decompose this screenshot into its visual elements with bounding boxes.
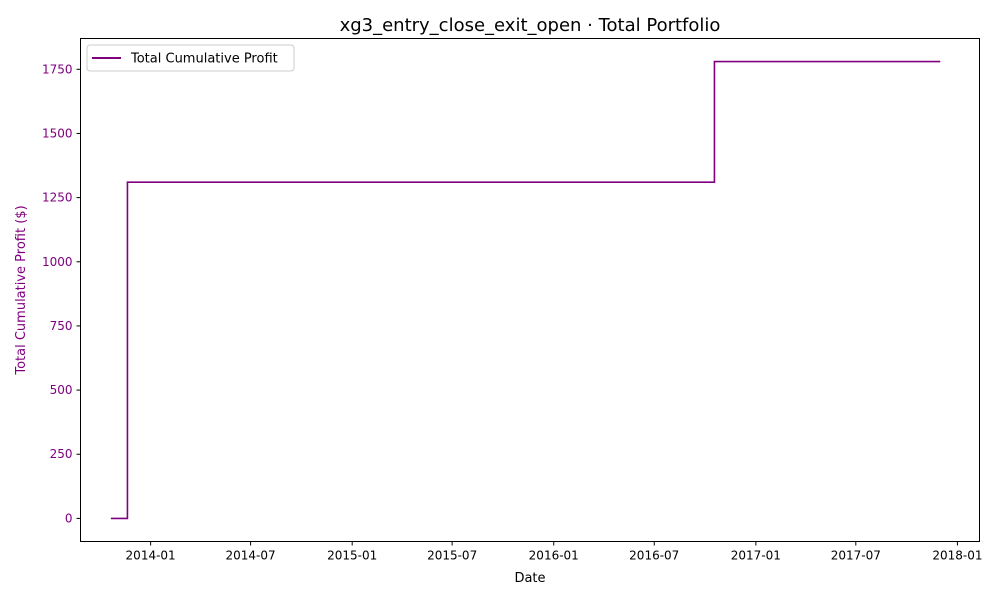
tick-group: 2014-01 2014-07 2015-01 2015-07 2016-01 2016-… bbox=[42, 62, 983, 562]
plot-frame bbox=[80, 38, 980, 542]
legend-box bbox=[86, 44, 295, 72]
series-group bbox=[110, 60, 941, 520]
y-tick-label: 500 bbox=[50, 383, 73, 397]
y-tick-label: 0 bbox=[65, 511, 73, 525]
x-tick-label: 2015-01 bbox=[327, 549, 377, 563]
y-tick-label: 250 bbox=[50, 447, 73, 461]
x-tick-label: 2015-07 bbox=[427, 549, 477, 563]
x-tick-label: 2016-01 bbox=[529, 549, 579, 563]
series-line bbox=[110, 60, 941, 520]
x-tick-label: 2017-01 bbox=[731, 549, 781, 563]
y-tick-label: 1500 bbox=[42, 126, 73, 140]
chart-title: xg3_entry_close_exit_open · Total Portfo… bbox=[340, 15, 721, 36]
y-axis-title: Total Cumulative Profit ($) bbox=[14, 205, 29, 375]
x-tick-label: 2017-07 bbox=[831, 549, 881, 563]
legend: Total Cumulative Profit bbox=[86, 44, 295, 72]
x-tick-label: 2016-07 bbox=[629, 549, 679, 563]
y-tick-label: 1250 bbox=[42, 191, 73, 205]
y-tick-label: 1000 bbox=[42, 255, 73, 269]
x-tick-label: 2014-07 bbox=[226, 549, 276, 563]
x-tick-label: 2018-01 bbox=[932, 549, 982, 563]
legend-label: Total Cumulative Profit bbox=[130, 52, 278, 67]
y-tick-label: 750 bbox=[50, 319, 73, 333]
x-tick-label: 2014-01 bbox=[126, 549, 176, 563]
x-axis-title: Date bbox=[514, 571, 545, 586]
y-tick-label: 1750 bbox=[42, 62, 73, 76]
